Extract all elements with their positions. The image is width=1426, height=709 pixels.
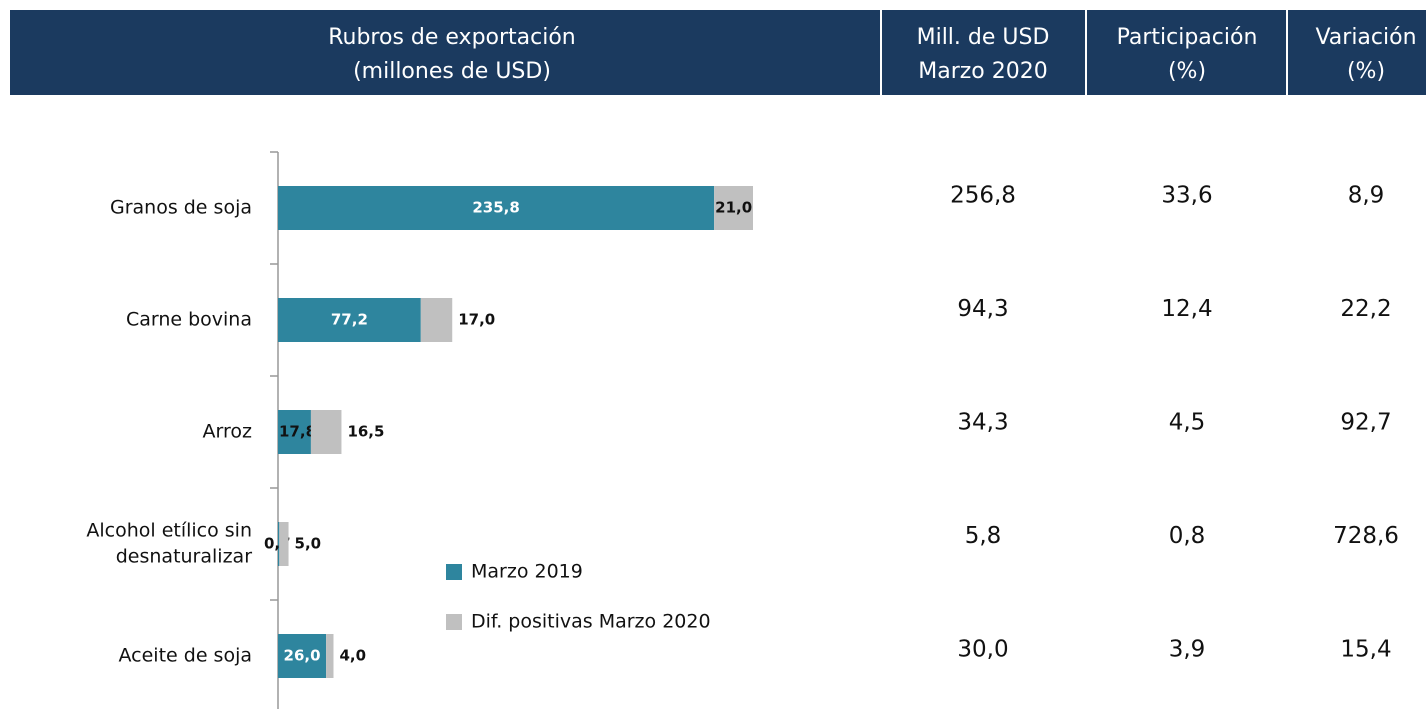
value-label: 5,0 — [295, 535, 322, 553]
bar-segment — [278, 298, 421, 342]
bar-segment — [278, 634, 327, 678]
legend-swatch — [446, 614, 462, 630]
table-cell: 8,9 — [1348, 183, 1385, 209]
header-text: Marzo 2020 — [918, 59, 1048, 84]
category-label: Arroz — [203, 421, 252, 443]
table-cell: 5,8 — [965, 523, 1002, 549]
table-cell: 22,2 — [1340, 296, 1391, 322]
table-cell: 3,9 — [1169, 637, 1206, 663]
table-cell: 30,0 — [957, 637, 1008, 663]
table-cell: 94,3 — [957, 296, 1008, 322]
category-label: Alcohol etílico sin — [86, 520, 252, 542]
table-cell: 256,8 — [950, 183, 1016, 209]
table-cell: 92,7 — [1340, 410, 1391, 436]
table-cell: 728,6 — [1333, 523, 1399, 549]
table-cell: 15,4 — [1340, 637, 1391, 663]
bar-segment — [279, 522, 289, 566]
header-text: Rubros de exportación — [328, 25, 576, 50]
header-text: Variación — [1315, 25, 1416, 50]
value-label: 26,0 — [284, 647, 321, 665]
value-label: 21,0 — [715, 199, 752, 217]
value-label: 4,0 — [339, 647, 366, 665]
legend-label: Marzo 2019 — [471, 561, 583, 583]
table-cell: 34,3 — [957, 410, 1008, 436]
bar-segment — [310, 410, 342, 454]
category-label: Carne bovina — [126, 309, 252, 331]
category-label: desnaturalizar — [116, 546, 252, 568]
value-label: 17,0 — [458, 311, 495, 329]
value-label: 17,8 — [279, 423, 316, 441]
bar-segment — [278, 522, 280, 566]
category-label: Aceite de soja — [119, 645, 253, 667]
header-text: Mill. de USD — [917, 25, 1050, 50]
bar-segment — [420, 298, 453, 342]
table-cell: 12,4 — [1161, 296, 1212, 322]
header-bar — [10, 10, 1426, 95]
category-label: Granos de soja — [110, 197, 252, 219]
header-text: (%) — [1168, 59, 1206, 84]
header-text: Participación — [1117, 25, 1258, 50]
bar-segment — [278, 410, 311, 454]
value-label: 235,8 — [472, 199, 519, 217]
header-text: (millones de USD) — [353, 59, 551, 84]
bar-segment — [278, 186, 715, 230]
value-label: 77,2 — [331, 311, 368, 329]
bar-segment — [714, 186, 753, 230]
bar-segment — [326, 634, 334, 678]
table-cell: 33,6 — [1161, 183, 1212, 209]
table-cell: 4,5 — [1169, 410, 1206, 436]
value-label: 16,5 — [347, 423, 384, 441]
legend-label: Dif. positivas Marzo 2020 — [471, 611, 711, 633]
legend-swatch — [446, 564, 462, 580]
table-cell: 0,8 — [1169, 523, 1206, 549]
header-text: (%) — [1347, 59, 1385, 84]
